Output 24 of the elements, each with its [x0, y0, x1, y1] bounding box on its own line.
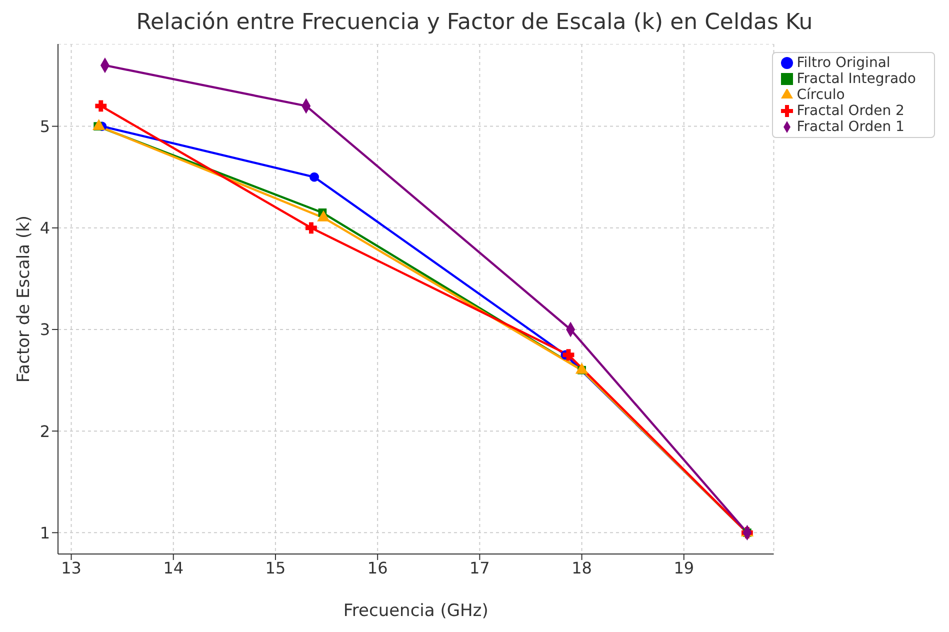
- legend-label: Fractal Orden 2: [796, 103, 904, 119]
- x-tick-label: 13: [61, 558, 82, 578]
- y-tick-label: 4: [40, 218, 50, 238]
- y-tick-label: 5: [40, 116, 50, 136]
- point: [306, 222, 317, 234]
- point: [95, 100, 107, 112]
- x-tick-label: 16: [367, 558, 388, 578]
- y-tick-label: 3: [40, 320, 50, 340]
- legend-label: Fractal Integrado: [796, 71, 916, 87]
- chart-title: Relación entre Frecuencia y Factor de Escala (k) en Celdas Ku: [135, 9, 814, 37]
- x-tick-label: 19: [674, 558, 694, 578]
- y-axis-title: Factor de Escala (k): [14, 215, 34, 383]
- point: [562, 349, 574, 361]
- y-tick-label: 2: [40, 422, 50, 441]
- y-tick-label: 1: [40, 523, 50, 542]
- point: [310, 172, 319, 182]
- legend-label: Filtro Original: [796, 55, 890, 71]
- x-axis-title: Frecuencia (GHz): [343, 601, 488, 622]
- x-tick-label: 17: [470, 558, 490, 578]
- legend-label: Círculo: [796, 87, 845, 103]
- x-tick-label: 18: [572, 558, 592, 578]
- legend-label: Fractal Orden 1: [796, 119, 904, 135]
- x-tick-label: 15: [265, 558, 286, 578]
- x-tick-label: 14: [163, 558, 184, 578]
